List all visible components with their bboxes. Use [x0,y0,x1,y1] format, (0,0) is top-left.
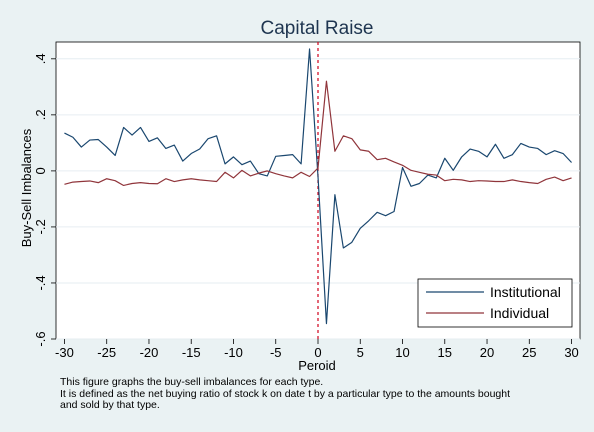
x-tick-label: 15 [438,345,452,360]
legend-label-institutional: Institutional [490,284,561,300]
x-tick-label: -25 [97,345,116,360]
x-tick-label: 10 [395,345,409,360]
x-tick-label: -5 [270,345,282,360]
x-tick-label: 25 [522,345,536,360]
x-tick-label: 5 [357,345,364,360]
series-line-individual [64,80,572,187]
y-tick-label: -.6 [33,331,48,346]
x-tick-label: 20 [480,345,494,360]
series-line-institutional [64,48,572,325]
series-group [64,48,572,325]
legend-box [417,278,573,328]
chart: Capital Raise -.6 -.4 -.2 0 .2 .4 -30 -25 -20 -1… [19,18,581,373]
y-tick-label: .2 [33,109,48,120]
x-axis-title: Peroid [298,358,336,373]
legend-label-individual: Individual [490,305,549,321]
figure-caption: This figure graphs the buy-sell imbalanc… [60,376,585,412]
y-tick-label: -.2 [33,219,48,234]
legend: Institutional Individual [417,278,573,328]
x-tick-label: 0 [314,345,321,360]
x-tick-label: -20 [140,345,159,360]
x-tick-label: 30 [564,345,578,360]
x-tick-label: -10 [224,345,243,360]
caption-line-1: This figure graphs the buy-sell imbalanc… [60,376,324,388]
x-tick-label: -30 [55,345,74,360]
y-axis-title: Buy-Sell Imbalances [19,128,34,247]
y-tick-label: -.4 [33,275,48,290]
y-tick-label: 0 [33,167,48,174]
x-axis: -30 -25 -20 -15 -10 -5 0 5 10 15 20 25 30 [55,339,579,360]
chart-title: Capital Raise [261,18,374,39]
caption-line-3: and sold by that type. [60,399,160,411]
x-tick-label: -15 [182,345,201,360]
y-axis: -.6 -.4 -.2 0 .2 .4 [33,53,56,347]
caption-line-2: It is defined as the net buying ratio of… [60,387,511,400]
y-tick-label: .4 [33,53,48,64]
